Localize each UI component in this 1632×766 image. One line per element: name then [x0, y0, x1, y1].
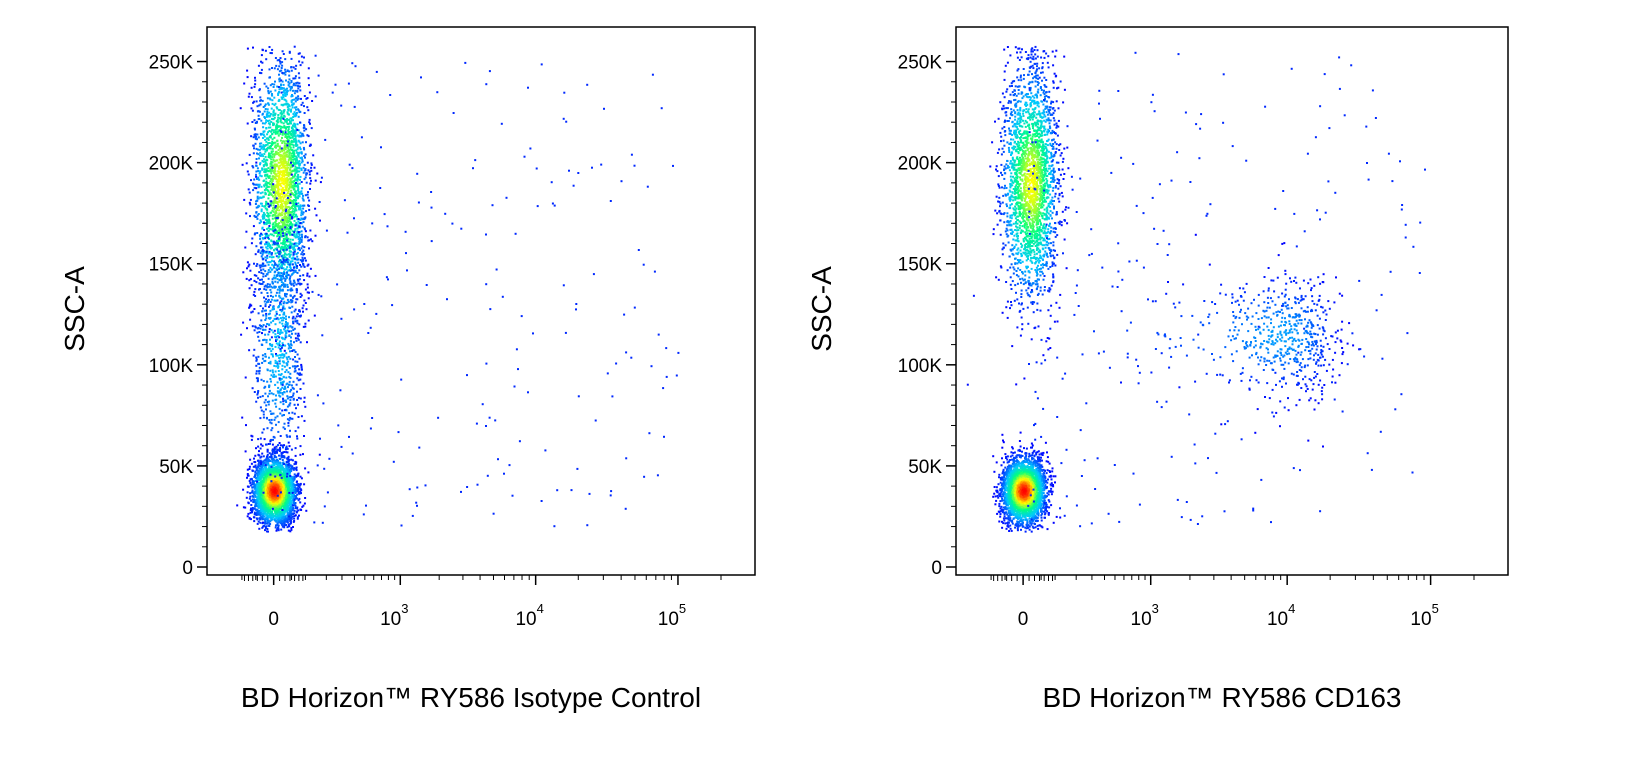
y-tick-label: 100K [149, 356, 194, 377]
y-axis-title: SSC-A [806, 266, 837, 352]
x-tick-label: 104 [515, 601, 543, 630]
y-tick-label: 200K [898, 154, 943, 175]
y-tick-label: 50K [908, 457, 942, 478]
dot-cloud [236, 45, 680, 533]
x-tick-label: 105 [1410, 601, 1438, 630]
x-axis: 0 103 104 105 [241, 575, 722, 630]
y-tick-label: 150K [149, 255, 194, 276]
y-tick-label: 250K [149, 53, 194, 74]
dot-cloud [966, 45, 1426, 533]
y-axis: 0 50K 100K 150K 200K 250K [149, 53, 207, 579]
y-tick-label: 150K [898, 255, 943, 276]
chart-panel-2: 0 50K 100K 150K 200K 250K 0 103 104 105 SSC-A BD Ho… [806, 26, 1509, 713]
y-tick-label: 100K [898, 356, 943, 377]
x-axis-title: BD Horizon™ RY586 Isotype Control [241, 682, 701, 713]
y-tick-label: 200K [149, 154, 194, 175]
y-axis-title: SSC-A [59, 266, 90, 352]
plot-frame [955, 26, 1509, 576]
x-tick-label: 104 [1267, 601, 1295, 630]
chart-panel-1: 0 50K 100K 150K 200K 250K 0 103 104 105 SSC-A BD Ho… [59, 26, 756, 713]
y-tick-label: 50K [159, 457, 193, 478]
x-tick-label: 105 [658, 601, 686, 630]
plot-frame [206, 26, 756, 576]
x-tick-label: 103 [380, 601, 408, 630]
y-axis: 0 50K 100K 150K 200K 250K [898, 53, 956, 579]
x-axis-title: BD Horizon™ RY586 CD163 [1043, 682, 1402, 713]
x-tick-label: 0 [1018, 609, 1029, 630]
y-tick-label: 0 [182, 558, 193, 579]
y-tick-label: 250K [898, 53, 943, 74]
y-tick-label: 0 [931, 558, 942, 579]
x-tick-label: 0 [268, 609, 279, 630]
x-axis: 0 103 104 105 [990, 575, 1475, 630]
x-tick-label: 103 [1131, 601, 1159, 630]
